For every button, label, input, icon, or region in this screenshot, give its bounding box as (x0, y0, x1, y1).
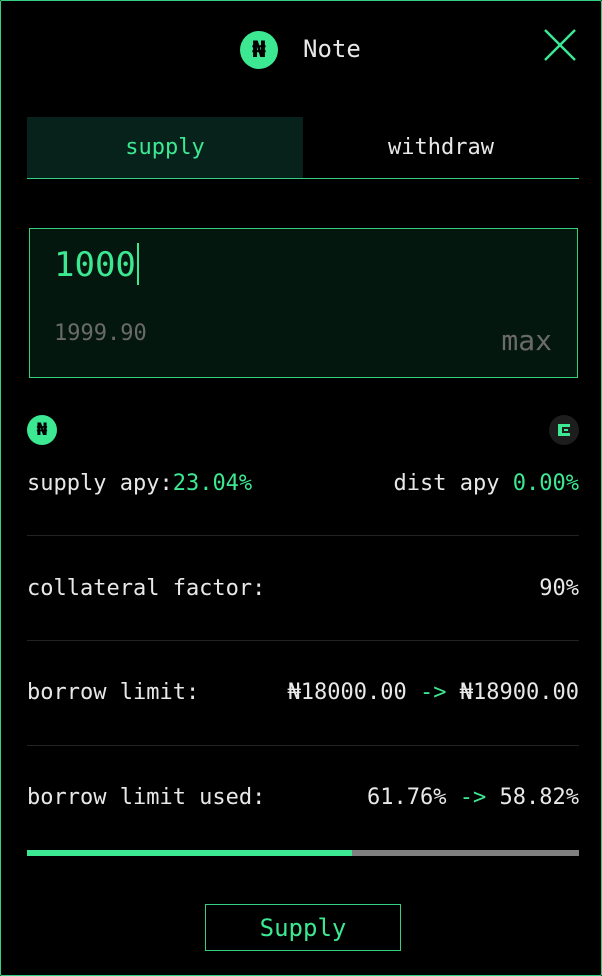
close-icon[interactable] (542, 27, 578, 63)
max-button[interactable]: max (501, 324, 552, 357)
collateral-factor-row: collateral factor: 90% (27, 576, 579, 601)
text-caret (136, 242, 139, 285)
arrow-icon: -> (420, 680, 447, 705)
note-token-icon: ₦ (27, 415, 57, 445)
divider (27, 640, 579, 641)
supply-apy-value: 23.04% (172, 471, 253, 496)
modal-title: Note (303, 35, 361, 63)
arrow-icon: -> (459, 785, 487, 810)
wallet-balance: 1999.90 (54, 321, 147, 346)
amount-input[interactable]: 1000 (54, 242, 139, 285)
borrow-limit-to: ₦18900.00 (459, 680, 579, 705)
borrow-limit-used-row: borrow limit used: 61.76% -> 58.82% (27, 785, 579, 810)
amount-value: 1000 (54, 245, 136, 285)
supply-apy-label: supply apy: (27, 471, 173, 496)
canto-logo-shape (558, 424, 570, 436)
borrow-limit-used-label: borrow limit used: (27, 785, 266, 810)
apy-row: supply apy:23.04% dist apy 0.00% (27, 471, 579, 496)
amount-input-box[interactable]: 1000 1999.90 max (29, 228, 578, 378)
divider (27, 535, 579, 536)
tab-supply[interactable]: supply (27, 117, 303, 178)
note-token-icon: ₦ (240, 31, 278, 69)
canto-token-icon (549, 415, 579, 445)
borrow-limit-used-to: 58.82% (499, 785, 579, 810)
supply-button[interactable]: Supply (205, 904, 401, 951)
modal-header: ₦ Note (1, 31, 601, 69)
borrow-limit-from: ₦18000.00 (287, 680, 407, 705)
divider (27, 745, 579, 746)
borrow-limit-label: borrow limit: (27, 680, 200, 705)
dist-apy-label: dist apy (393, 471, 500, 496)
borrow-limit-used-from: 61.76% (367, 785, 447, 810)
progress-fill (27, 850, 352, 856)
tab-bar: supply withdraw (27, 117, 579, 179)
dist-apy-value: 0.00% (512, 471, 579, 496)
collateral-factor-value: 90% (539, 576, 579, 601)
collateral-factor-label: collateral factor: (27, 576, 266, 601)
borrow-limit-row: borrow limit: ₦18000.00 -> ₦18900.00 (27, 680, 579, 705)
borrow-limit-progress-bar (27, 850, 579, 856)
tab-withdraw[interactable]: withdraw (388, 135, 494, 160)
